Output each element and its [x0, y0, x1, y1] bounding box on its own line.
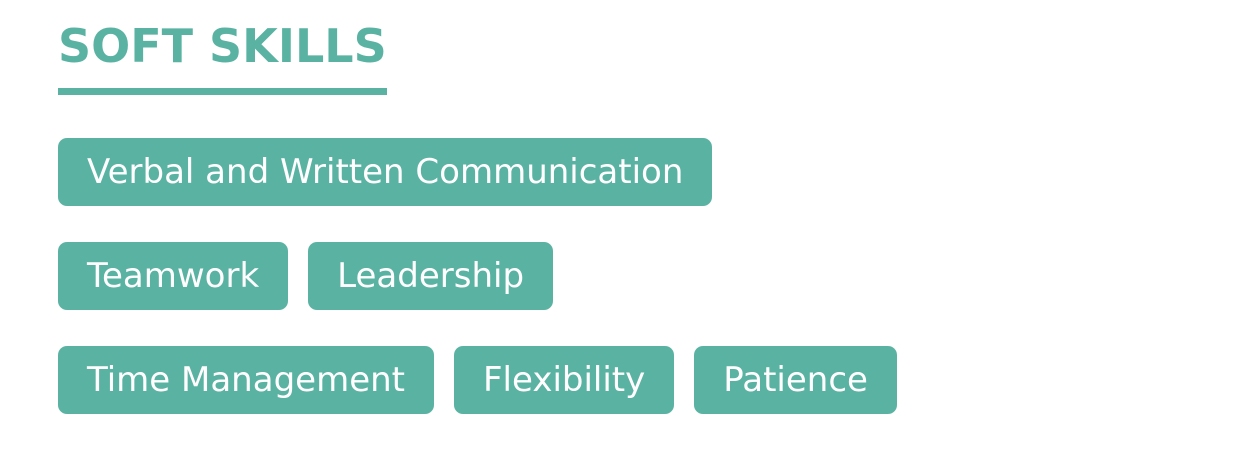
skill-tag: Time Management [58, 346, 434, 414]
skill-tag: Teamwork [58, 242, 289, 310]
skill-tag: Patience [694, 346, 897, 414]
soft-skills-section: SOFT SKILLS Verbal and Written Communica… [58, 18, 1058, 450]
skill-tag: Leadership [308, 242, 554, 310]
skill-tag: Flexibility [454, 346, 675, 414]
skill-tag: Verbal and Written Communication [58, 138, 713, 206]
section-title: SOFT SKILLS [58, 18, 387, 95]
skill-tag-list: Verbal and Written Communication Teamwor… [58, 138, 958, 450]
